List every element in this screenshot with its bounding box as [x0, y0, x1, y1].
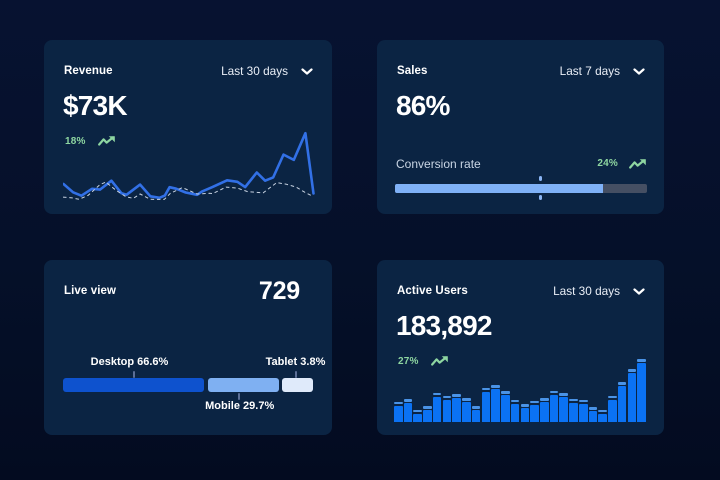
conversion-rate-label: Conversion rate	[396, 157, 481, 171]
daily-users-bar	[491, 385, 500, 422]
daily-users-bar	[637, 359, 646, 422]
daily-users-bar	[549, 390, 559, 422]
live-view-value: 729	[258, 277, 300, 305]
sales-range-label: Last 7 days	[559, 64, 620, 78]
sales-card: Sales Last 7 days 86% Conversion rate 24…	[377, 40, 664, 214]
revenue-card-title: Revenue	[64, 65, 113, 77]
active-users-bar-chart	[394, 354, 648, 422]
revenue-series-current	[63, 131, 315, 200]
daily-users-bar	[423, 406, 432, 422]
device-split-bar	[62, 378, 314, 392]
daily-users-bar	[540, 398, 549, 422]
live-view-card: Live view 729 Desktop 66.6% Tablet 3.8% …	[44, 260, 332, 435]
daily-users-bar	[432, 392, 442, 422]
active-users-card: Active Users Last 30 days 183,892 27%	[377, 260, 664, 435]
daily-users-bar	[452, 394, 461, 422]
daily-users-bar	[608, 395, 617, 422]
daily-users-bar	[442, 395, 452, 422]
daily-users-bar	[403, 399, 413, 422]
daily-users-bar	[471, 406, 481, 422]
desktop-share-label: Desktop 66.6%	[90, 356, 169, 368]
daily-users-bar	[617, 382, 627, 422]
revenue-line-chart	[63, 131, 315, 200]
daily-users-bar	[569, 398, 578, 422]
chevron-down-icon	[633, 67, 645, 75]
active-users-card-title: Active Users	[397, 285, 468, 297]
progress-marker-bottom	[539, 195, 542, 200]
daily-users-bar	[598, 409, 607, 422]
conversion-delta-row: 24%	[597, 157, 646, 170]
daily-users-bar	[559, 393, 569, 422]
trending-up-icon	[97, 136, 115, 146]
daily-users-bar	[530, 400, 539, 422]
daily-users-bar	[588, 407, 598, 422]
sales-delta: 24%	[597, 158, 618, 169]
sales-value: 86%	[396, 90, 450, 121]
tablet-tick	[295, 370, 297, 378]
daily-users-bar	[510, 399, 520, 422]
active-users-range-dropdown[interactable]: Last 30 days	[553, 284, 645, 298]
active-users-value: 183,892	[396, 310, 492, 341]
daily-users-bar	[501, 391, 510, 422]
tablet-share-label: Tablet 3.8%	[265, 356, 326, 368]
trending-up-icon	[629, 158, 646, 169]
trending-up-icon	[430, 356, 448, 366]
conversion-progress-bar	[395, 176, 647, 200]
active-users-delta: 27%	[398, 355, 419, 367]
tablet-segment	[281, 378, 314, 392]
revenue-card: Revenue Last 30 days $73K 18%	[44, 40, 332, 214]
daily-users-bar	[627, 369, 637, 422]
revenue-delta: 18%	[65, 135, 86, 147]
progress-track	[395, 184, 647, 193]
progress-fill	[395, 184, 604, 193]
delta-row: 18%	[65, 135, 115, 147]
desktop-segment	[62, 378, 204, 392]
revenue-value: $73K	[63, 90, 128, 121]
chevron-down-icon	[633, 287, 645, 295]
daily-users-bar	[394, 401, 403, 422]
daily-users-bar	[413, 409, 423, 422]
delta-row: 27%	[398, 355, 448, 367]
revenue-range-dropdown[interactable]: Last 30 days	[221, 64, 313, 78]
daily-users-bar	[481, 387, 491, 422]
revenue-series-previous	[63, 181, 313, 200]
revenue-range-label: Last 30 days	[221, 64, 288, 78]
active-users-range-label: Last 30 days	[553, 284, 620, 298]
progress-marker-top	[539, 176, 542, 181]
live-view-card-title: Live view	[64, 285, 117, 297]
chevron-down-icon	[301, 67, 313, 75]
daily-users-bar	[578, 399, 588, 422]
mobile-tick	[238, 392, 240, 400]
daily-users-bar	[462, 398, 471, 422]
desktop-tick	[132, 370, 135, 378]
mobile-segment	[207, 378, 279, 392]
sales-card-title: Sales	[397, 65, 428, 77]
mobile-share-label: Mobile 29.7%	[205, 399, 275, 412]
sales-range-dropdown[interactable]: Last 7 days	[560, 64, 645, 78]
daily-users-bar	[520, 404, 530, 422]
